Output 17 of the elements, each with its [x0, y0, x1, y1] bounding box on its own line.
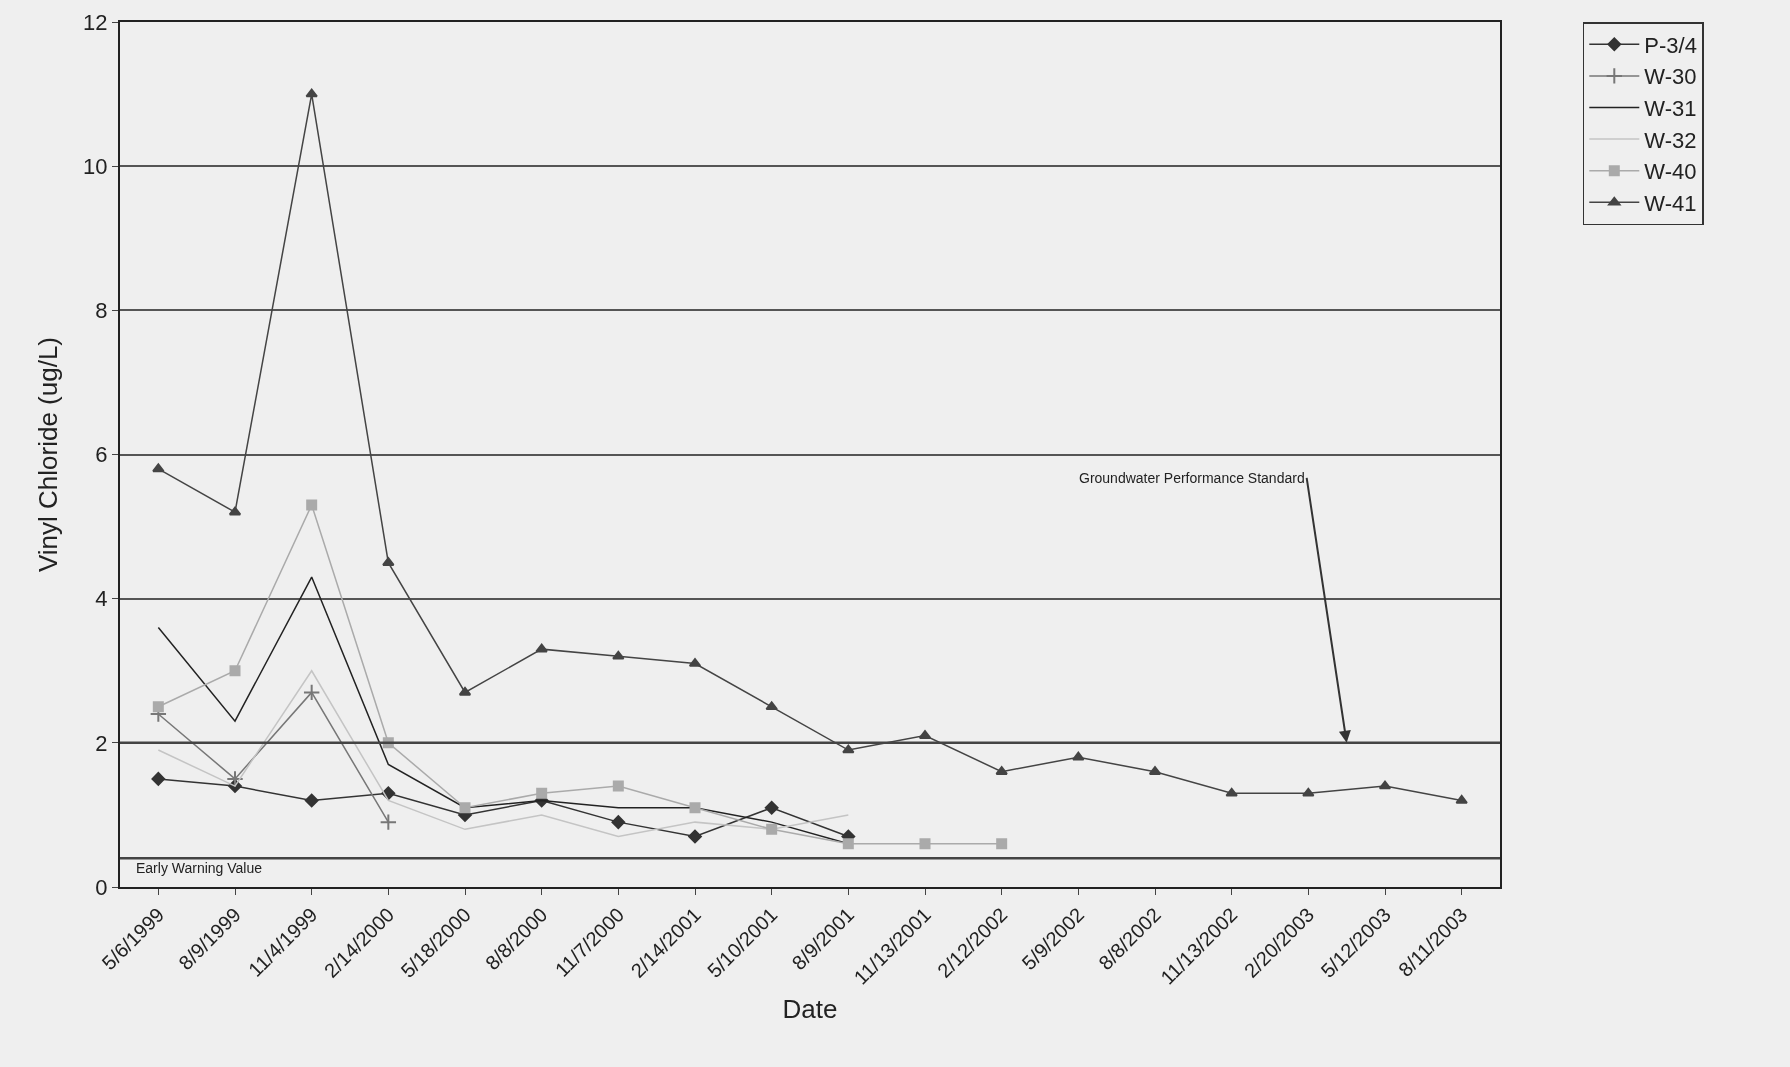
y-tick-label: 2	[95, 730, 108, 756]
legend-label: W-41	[1644, 190, 1697, 216]
y-tick-label: 4	[95, 586, 108, 612]
legend-label: W-31	[1644, 96, 1697, 122]
legend-label: W-32	[1644, 127, 1697, 153]
ref-line-label: Early Warning Value	[136, 860, 263, 876]
legend-label: W-30	[1644, 64, 1697, 90]
x-axis-title: Date	[782, 993, 838, 1024]
ref-line-label: Groundwater Performance Standard	[1079, 470, 1305, 486]
y-tick-label: 0	[95, 874, 108, 900]
y-tick-label: 8	[95, 298, 108, 324]
y-tick-label: 6	[95, 442, 108, 468]
y-axis-title: Vinyl Chloride (ug/L)	[33, 336, 63, 573]
y-tick-label: 10	[83, 153, 108, 179]
legend-label: W-40	[1644, 159, 1697, 185]
legend-label: P-3/4	[1644, 32, 1697, 58]
y-tick-label: 12	[83, 9, 108, 35]
